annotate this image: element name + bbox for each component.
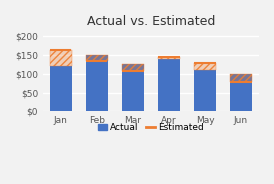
Bar [122, 64, 144, 71]
Bar [86, 55, 108, 112]
Legend: Actual, Estimated: Actual, Estimated [94, 119, 208, 136]
Bar [122, 64, 144, 112]
Bar [194, 70, 216, 112]
Bar [230, 74, 252, 112]
Bar [86, 55, 108, 61]
Bar [230, 74, 252, 82]
Bar [50, 66, 72, 112]
Bar [158, 59, 180, 112]
Title: Actual vs. Estimated: Actual vs. Estimated [87, 15, 215, 28]
Bar [86, 55, 108, 61]
Bar [230, 74, 252, 82]
Bar [50, 50, 72, 66]
Bar [194, 63, 216, 70]
Bar [194, 63, 216, 70]
Bar [158, 56, 180, 59]
Bar [158, 56, 180, 59]
Bar [50, 50, 72, 66]
Bar [122, 64, 144, 71]
